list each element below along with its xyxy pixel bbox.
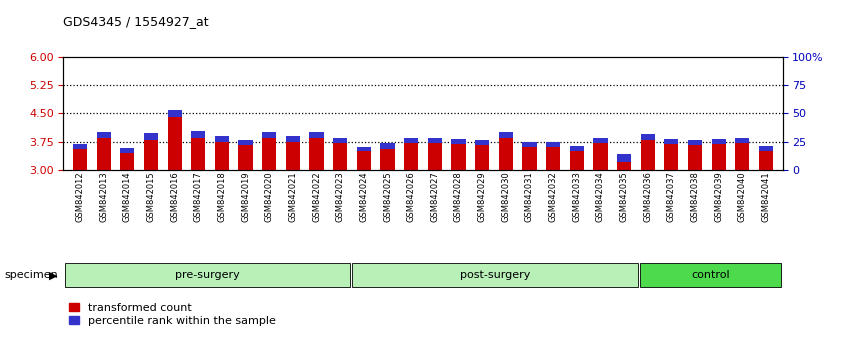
- Bar: [452, 139, 465, 144]
- Bar: [120, 148, 135, 153]
- Bar: [239, 145, 253, 170]
- Bar: [617, 154, 631, 162]
- Bar: [569, 151, 584, 170]
- Bar: [96, 138, 111, 170]
- Bar: [452, 144, 465, 170]
- Bar: [144, 133, 158, 140]
- Bar: [498, 132, 513, 138]
- Bar: [593, 138, 607, 143]
- Bar: [381, 149, 394, 170]
- Bar: [522, 147, 536, 170]
- Bar: [640, 140, 655, 170]
- Bar: [191, 131, 206, 138]
- Text: GDS4345 / 1554927_at: GDS4345 / 1554927_at: [63, 15, 209, 28]
- Bar: [262, 132, 277, 138]
- Bar: [168, 117, 182, 170]
- Bar: [404, 143, 418, 170]
- Text: pre-surgery: pre-surgery: [175, 270, 239, 280]
- Bar: [73, 149, 87, 170]
- Bar: [286, 136, 300, 142]
- Bar: [215, 142, 229, 170]
- Bar: [569, 146, 584, 151]
- Bar: [352, 263, 638, 287]
- Bar: [357, 147, 371, 151]
- Text: control: control: [691, 270, 730, 280]
- Bar: [617, 162, 631, 170]
- Bar: [498, 138, 513, 170]
- Bar: [475, 145, 489, 170]
- Legend: transformed count, percentile rank within the sample: transformed count, percentile rank withi…: [69, 303, 276, 326]
- Bar: [640, 134, 655, 140]
- Bar: [688, 140, 702, 145]
- Bar: [73, 144, 87, 149]
- Bar: [239, 140, 253, 145]
- Bar: [96, 132, 111, 138]
- Bar: [428, 143, 442, 170]
- Bar: [310, 138, 324, 170]
- Bar: [640, 263, 782, 287]
- Bar: [191, 138, 206, 170]
- Bar: [381, 143, 394, 149]
- Bar: [64, 263, 350, 287]
- Bar: [735, 143, 750, 170]
- Bar: [711, 139, 726, 144]
- Bar: [262, 138, 277, 170]
- Text: post-surgery: post-surgery: [459, 270, 530, 280]
- Bar: [522, 142, 536, 147]
- Bar: [711, 144, 726, 170]
- Bar: [475, 140, 489, 145]
- Bar: [144, 140, 158, 170]
- Bar: [310, 132, 324, 138]
- Bar: [357, 151, 371, 170]
- Bar: [759, 146, 773, 151]
- Bar: [168, 110, 182, 117]
- Bar: [664, 139, 678, 144]
- Bar: [546, 142, 560, 147]
- Bar: [333, 143, 348, 170]
- Bar: [664, 144, 678, 170]
- Text: ▶: ▶: [49, 270, 58, 280]
- Bar: [333, 138, 348, 143]
- Bar: [286, 142, 300, 170]
- Bar: [546, 147, 560, 170]
- Bar: [215, 136, 229, 142]
- Bar: [120, 153, 135, 170]
- Text: specimen: specimen: [4, 270, 58, 280]
- Bar: [688, 145, 702, 170]
- Bar: [735, 138, 750, 143]
- Bar: [404, 138, 418, 143]
- Bar: [593, 143, 607, 170]
- Bar: [428, 138, 442, 143]
- Bar: [759, 151, 773, 170]
